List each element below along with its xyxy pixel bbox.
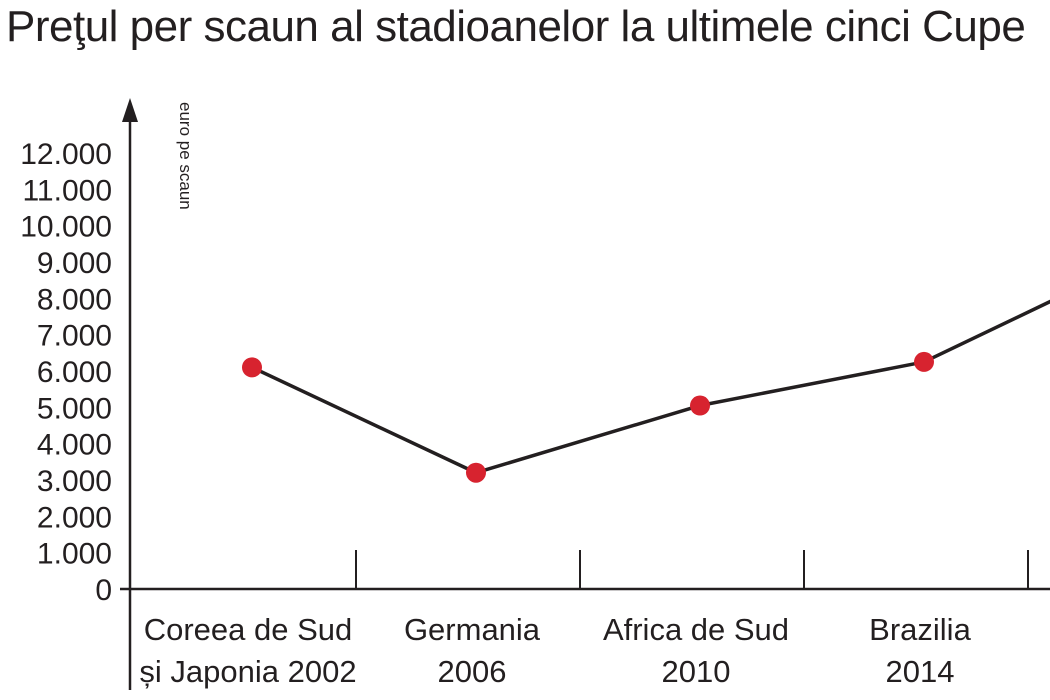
category-dividers (355, 550, 1029, 589)
y-tick-label: 0 (95, 574, 112, 607)
category-label: Brazilia 2014 (869, 612, 971, 689)
category-labels: Coreea de Sud și Japonia 2002 Germania 2006… (139, 612, 971, 689)
y-axis-arrow (122, 98, 138, 122)
category-label: Coreea de Sud și Japonia 2002 (139, 612, 356, 689)
y-tick-label: 7.000 (37, 320, 112, 353)
y-tick-label: 12.000 (20, 138, 112, 171)
data-point (242, 357, 262, 378)
category-label: Germania 2006 (404, 612, 541, 689)
data-markers (242, 351, 934, 483)
data-point (690, 395, 710, 416)
chart-title: Preţul per scaun al stadioanelor la ulti… (6, 2, 1026, 51)
y-tick-label: 4.000 (37, 429, 112, 462)
y-tick-label: 5.000 (37, 392, 112, 425)
y-tick-label: 9.000 (37, 247, 112, 280)
y-tick-label: 3.000 (37, 465, 112, 498)
y-axis-label: euro pe scaun (176, 102, 195, 210)
y-tick-label: 10.000 (20, 211, 112, 244)
category-label: Africa de Sud 2010 (603, 612, 789, 689)
y-tick-label: 2.000 (37, 501, 112, 534)
data-point (466, 462, 486, 483)
data-point (914, 351, 934, 372)
y-tick-label: 11.000 (22, 174, 112, 207)
axes (120, 98, 1050, 690)
y-tick-label: 8.000 (37, 283, 112, 316)
y-tick-label: 1.000 (37, 538, 112, 571)
y-tick-label: 6.000 (37, 356, 112, 389)
